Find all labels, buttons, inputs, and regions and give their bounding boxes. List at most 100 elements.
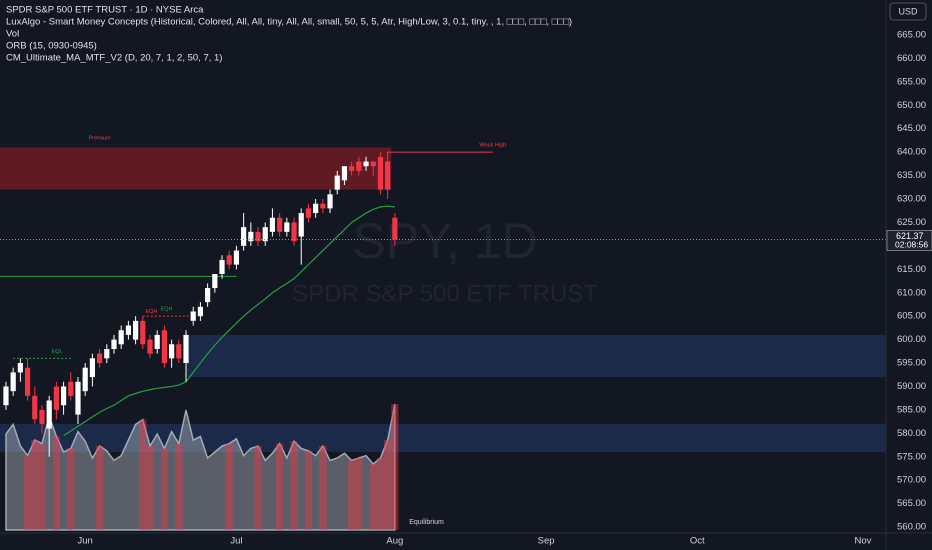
volume-bar: [146, 446, 154, 530]
annotation: Premium: [89, 136, 111, 142]
volume-bar: [95, 446, 104, 530]
candle-body: [385, 161, 391, 190]
candle-body: [320, 203, 326, 209]
candle-body: [39, 409, 45, 424]
candle-body: [161, 330, 168, 364]
volume-bar: [67, 448, 75, 530]
candle-body: [133, 320, 139, 340]
candle-body: [125, 325, 132, 335]
x-tick-label: Sep: [538, 536, 555, 547]
y-tick-label: 610.00: [897, 287, 926, 298]
candle-body: [219, 259, 225, 274]
candle-body: [17, 363, 23, 373]
zone: [0, 147, 392, 190]
candle-body: [3, 386, 9, 406]
y-tick-label: 595.00: [897, 358, 926, 369]
y-tick-label: 605.00: [897, 311, 926, 322]
candle-body: [197, 306, 204, 317]
y-tick-label: 635.00: [897, 170, 926, 181]
candle-body: [363, 161, 369, 167]
volume-bar: [175, 443, 183, 530]
volume-bar: [290, 441, 298, 530]
candle-body: [277, 217, 283, 232]
price-tag-value: 621.37: [896, 231, 924, 241]
annotation: EQH: [161, 307, 173, 313]
y-tick-label: 575.00: [897, 451, 926, 462]
candle-body: [82, 367, 88, 392]
candle-body: [212, 273, 218, 289]
volume-bar: [319, 446, 327, 530]
y-tick-label: 565.00: [897, 498, 926, 509]
price-tag: [886, 230, 932, 251]
candle-body: [226, 255, 232, 265]
plot: SPY, 1D SPDR S&P 500 ETF TRUST Premium Weak…: [0, 136, 886, 531]
candle-body: [104, 348, 110, 359]
price-tag-countdown: 02:08:56: [895, 240, 928, 250]
x-tick-label: Aug: [386, 536, 403, 547]
candle-body: [140, 320, 146, 345]
currency[interactable]: USD: [898, 6, 918, 16]
candle-body: [118, 330, 124, 345]
volume-bar: [384, 440, 392, 530]
y-tick-label: 655.00: [897, 76, 926, 87]
candle-body: [313, 203, 319, 214]
candle-body: [24, 367, 31, 396]
volume-bar: [355, 458, 363, 530]
candle-body: [233, 250, 240, 265]
candle-body: [205, 288, 211, 303]
candle-body: [248, 231, 254, 242]
candle-body: [75, 381, 81, 415]
candle-body: [46, 400, 52, 429]
y-tick-label: 665.00: [897, 30, 926, 41]
candle-body: [356, 161, 362, 171]
candle-body: [154, 334, 160, 349]
candle-body: [147, 339, 153, 354]
candle-body: [32, 395, 38, 420]
volume-bar: [225, 443, 233, 530]
volume-bar: [254, 446, 262, 530]
y-tick-label: 660.00: [897, 53, 926, 64]
y-tick-label: 600.00: [897, 334, 926, 345]
volume-bar: [391, 404, 399, 530]
volume-bar: [376, 458, 385, 530]
candle-body: [327, 194, 333, 209]
volume-bar: [139, 419, 147, 530]
zone: [186, 334, 886, 378]
volume-bar: [23, 455, 32, 530]
candle-body: [10, 372, 16, 392]
chart-title: SPDR S&P 500 ETF TRUST · 1D · NYSE Arca: [6, 5, 204, 16]
candle-body: [377, 156, 384, 190]
candle-body: [262, 227, 268, 242]
candle-body: [176, 344, 182, 359]
y-tick-label: 570.00: [897, 475, 926, 486]
volume-bar: [304, 450, 313, 530]
annotation: Weak High: [479, 143, 506, 149]
candle-body: [284, 222, 290, 232]
volume-bar: [52, 436, 60, 530]
annotation: Equilibrium: [409, 519, 444, 526]
x-tick-label: Nov: [855, 536, 872, 547]
candle-body: [53, 386, 59, 410]
y-tick-label: 650.00: [897, 100, 926, 111]
currency-button[interactable]: [889, 2, 927, 21]
candle-body: [183, 334, 189, 364]
candle-body: [68, 381, 74, 396]
y-tick-label: 585.00: [897, 404, 926, 415]
x-tick-label: Oct: [690, 536, 705, 547]
candle-body: [111, 339, 117, 349]
volume-bar: [38, 443, 46, 530]
candle-body: [269, 217, 276, 232]
candle-body: [370, 161, 376, 167]
candle-body: [190, 311, 196, 321]
candle-body: [60, 386, 67, 406]
y-tick-label: 580.00: [897, 428, 926, 439]
y-tick-label: 590.00: [897, 381, 926, 392]
y-tick-label: 645.00: [897, 123, 926, 134]
candle-body: [334, 175, 340, 190]
y-tick-label: 615.00: [897, 264, 926, 275]
y-tick-label: 640.00: [897, 147, 926, 158]
y-tick-label: 560.00: [897, 522, 926, 533]
candle-body: [89, 358, 95, 378]
candle-body: [349, 166, 355, 171]
